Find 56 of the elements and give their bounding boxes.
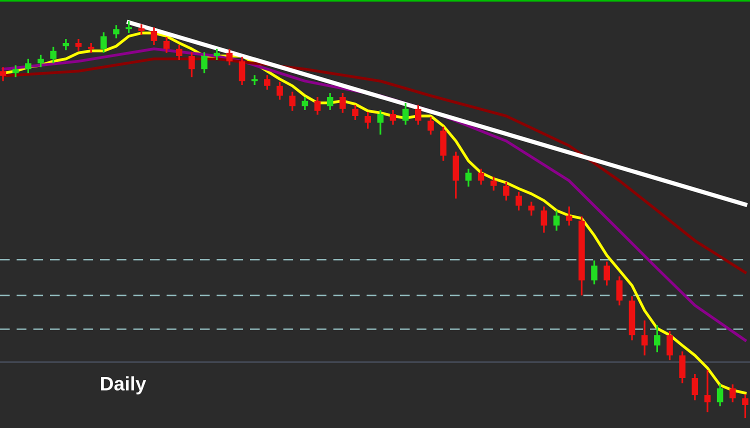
candlestick [163, 36, 170, 54]
candlestick [415, 104, 422, 126]
candlestick [704, 369, 711, 413]
candlestick [126, 20, 132, 34]
candlestick [604, 260, 610, 286]
candlestick [641, 320, 648, 356]
candlestick [214, 48, 220, 61]
candlestick [302, 96, 308, 111]
candlestick [390, 109, 396, 126]
candlestick [12, 64, 19, 78]
candlestick [692, 373, 698, 402]
candlestick [478, 168, 484, 186]
candlestick [264, 74, 270, 91]
candlestick [238, 56, 246, 86]
candlestick [25, 58, 32, 74]
candlestick [88, 42, 94, 54]
candlestick [326, 92, 334, 111]
candlestick [616, 276, 623, 306]
candlestick [465, 168, 472, 188]
candlestick [516, 190, 522, 212]
candlestick [377, 109, 384, 136]
candlestick [340, 92, 346, 114]
candlestick [100, 31, 107, 54]
candlestick [566, 206, 572, 226]
candlestick [654, 324, 660, 354]
candlestick [490, 176, 497, 192]
candlestick [716, 384, 724, 408]
candlestick [289, 90, 296, 112]
candlestick [314, 96, 321, 116]
candlestick [428, 116, 434, 136]
candlestick [591, 260, 598, 286]
candlestick [150, 26, 158, 46]
candlestick [364, 111, 371, 130]
candlestick [62, 38, 70, 51]
candlestick [188, 51, 195, 78]
candlestick [276, 81, 283, 101]
candlestick [742, 393, 748, 419]
candlestick [540, 206, 548, 234]
candlestick [38, 54, 44, 68]
candlestick [176, 44, 182, 61]
candlestick [679, 350, 686, 384]
candlestick [729, 384, 736, 404]
candlestick [113, 24, 120, 40]
candlestick [553, 210, 560, 232]
candlestick [251, 74, 258, 86]
candlestick [402, 102, 409, 126]
annotation: Daily [101, 376, 146, 394]
candlestick [666, 330, 673, 361]
candlestick [352, 104, 358, 121]
candlestick [50, 46, 56, 64]
candlestick [201, 51, 208, 74]
candlestick [503, 181, 510, 202]
candlestick [75, 38, 82, 52]
candlestick [528, 200, 535, 216]
candlestick [0, 66, 6, 82]
candlestick [226, 48, 233, 66]
